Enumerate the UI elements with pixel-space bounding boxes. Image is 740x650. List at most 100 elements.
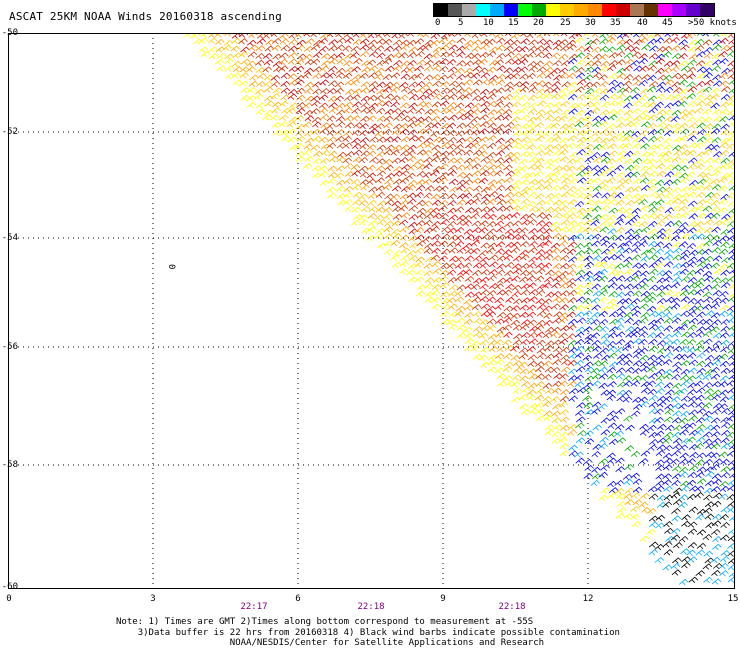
wind-barb	[304, 115, 315, 122]
wind-barb	[656, 46, 667, 53]
wind-barb	[375, 185, 386, 192]
wind-barb	[720, 269, 730, 276]
wind-barb	[526, 389, 537, 396]
wind-barb	[366, 144, 377, 151]
wind-barb	[630, 513, 640, 521]
wind-barb	[703, 507, 713, 514]
wind-barb	[262, 114, 272, 121]
wind-barb	[695, 401, 705, 409]
wind-barb	[535, 373, 545, 380]
wind-barb	[518, 158, 529, 166]
wind-barb	[504, 221, 514, 228]
wind-barb	[480, 361, 490, 369]
wind-barb	[422, 171, 433, 179]
wind-barb	[367, 33, 378, 39]
wind-barb	[526, 346, 536, 353]
wind-barb	[655, 522, 665, 529]
wind-barb	[471, 123, 482, 130]
wind-barb	[256, 80, 266, 88]
wind-barb	[551, 255, 562, 262]
wind-barb	[575, 249, 585, 257]
wind-barb	[447, 220, 457, 228]
wind-barb	[600, 109, 610, 116]
wind-barb	[713, 458, 723, 465]
wind-barb	[600, 137, 610, 144]
wind-barb	[560, 424, 570, 432]
wind-barb	[534, 45, 545, 52]
wind-barb	[719, 142, 729, 149]
wind-barb	[567, 289, 578, 297]
wind-barb	[607, 332, 618, 339]
wind-barb	[641, 121, 651, 128]
wind-barb	[552, 39, 562, 46]
wind-barb	[505, 121, 515, 129]
wind-barb	[648, 401, 659, 408]
wind-barb	[495, 163, 505, 170]
wind-barb	[464, 113, 474, 121]
wind-barb	[462, 262, 473, 269]
wind-barb	[287, 93, 298, 100]
wind-barb	[521, 409, 531, 416]
wind-barb	[584, 282, 594, 289]
wind-barb	[614, 346, 625, 354]
wind-barb	[537, 100, 547, 107]
wind-barb	[560, 219, 571, 226]
wind-barb	[486, 318, 497, 325]
wind-barb	[528, 373, 539, 380]
wind-barb	[430, 130, 440, 138]
wind-barb	[710, 262, 720, 269]
wind-barb	[424, 108, 434, 115]
wind-barb	[224, 53, 234, 60]
wind-barb	[328, 58, 339, 65]
wind-barb	[334, 87, 344, 95]
wind-barb	[695, 514, 705, 521]
wind-barb	[719, 360, 730, 368]
note-line-2: 3)Data buffer is 22 hrs from 20160318 4)…	[137, 627, 620, 638]
wind-barb	[246, 101, 257, 109]
wind-barb	[663, 37, 673, 44]
wind-barb	[311, 100, 321, 107]
wind-barb	[687, 401, 698, 408]
wind-barb	[382, 86, 392, 93]
wind-barb	[295, 87, 306, 95]
wind-barb	[344, 162, 354, 170]
wind-barb	[510, 247, 521, 254]
wind-barb	[534, 394, 545, 401]
wind-barb	[312, 72, 322, 80]
wind-barb	[648, 407, 659, 415]
wind-barb	[646, 305, 657, 313]
wind-barb	[272, 60, 283, 68]
wind-barb	[399, 242, 409, 249]
wind-barb	[727, 33, 735, 39]
wind-barb	[470, 247, 481, 255]
wind-barb	[623, 102, 633, 109]
wind-barb	[696, 212, 707, 219]
wind-barb	[704, 123, 714, 130]
wind-barb	[655, 473, 665, 480]
wind-barb	[663, 485, 673, 493]
wind-barb	[702, 374, 712, 381]
wind-barb	[399, 268, 409, 275]
wind-barb	[705, 451, 715, 458]
wind-barb	[655, 219, 665, 227]
wind-barb	[615, 338, 626, 346]
wind-barb	[520, 129, 531, 137]
wind-barb	[639, 213, 649, 221]
wind-barb	[622, 345, 632, 352]
wind-barb	[465, 234, 475, 241]
wind-barb	[486, 38, 496, 46]
wind-barb	[590, 38, 600, 45]
wind-barb	[439, 185, 449, 192]
wind-barb	[678, 122, 689, 130]
wind-barb	[647, 144, 658, 151]
wind-barb	[495, 248, 505, 255]
wind-barb	[519, 276, 529, 283]
wind-barb	[624, 275, 634, 283]
wind-barb	[720, 407, 731, 415]
wind-barb	[712, 109, 722, 116]
wind-barb	[279, 52, 289, 59]
wind-barb	[569, 388, 579, 395]
wind-barb	[398, 33, 409, 39]
wind-barb	[606, 46, 616, 53]
wind-barb	[342, 45, 352, 52]
